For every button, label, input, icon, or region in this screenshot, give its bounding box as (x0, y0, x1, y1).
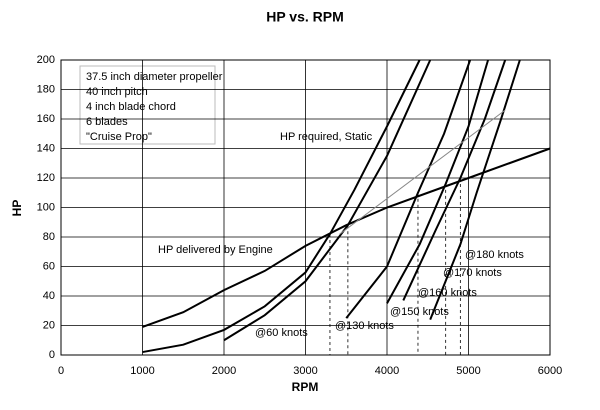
series-line (345, 59, 472, 319)
y-tick-label: 0 (49, 349, 55, 361)
x-tick-label: 1000 (130, 365, 154, 377)
x-axis-label: RPM (292, 380, 319, 394)
series-line (402, 59, 507, 301)
series-label: @60 knots (255, 327, 308, 339)
series-line (142, 59, 421, 354)
annotation-box (79, 65, 216, 145)
series-line (223, 59, 432, 342)
series-label: HP required, Static (280, 131, 373, 143)
x-tick-label: 6000 (538, 365, 562, 377)
y-tick-label: 120 (37, 172, 55, 184)
series-line (142, 147, 551, 328)
x-tick-label: 3000 (293, 365, 317, 377)
series-line (429, 59, 521, 320)
series-label: @170 knots (443, 267, 502, 279)
series-line (386, 59, 490, 304)
y-tick-label: 40 (43, 290, 55, 302)
y-tick-label: 60 (43, 260, 55, 272)
y-tick-label: 200 (37, 54, 55, 66)
annotation: 40 inch pitch (86, 86, 148, 98)
y-tick-label: 80 (43, 231, 55, 243)
y-tick-label: 100 (37, 201, 55, 213)
plot-frame (60, 59, 551, 356)
series-label: @130 knots (335, 320, 394, 332)
annotation: 6 blades (86, 116, 128, 128)
annotation: 4 inch blade chord (86, 101, 176, 113)
y-tick-label: 160 (37, 113, 55, 125)
series-label: @180 knots (465, 249, 524, 261)
annotation: "Cruise Prop" (86, 131, 152, 143)
chart-title: HP vs. RPM (266, 9, 344, 25)
series-line (339, 109, 506, 235)
x-tick-label: 0 (58, 365, 64, 377)
series-label: @160 knots (418, 287, 477, 299)
annotation: 37.5 inch diameter propeller (86, 71, 223, 83)
y-axis-label: HP (10, 200, 24, 217)
y-tick-label: 140 (37, 142, 55, 154)
x-tick-label: 2000 (212, 365, 236, 377)
y-tick-label: 180 (37, 83, 55, 95)
series-label: HP delivered by Engine (158, 244, 273, 256)
series-label: @150 knots (390, 306, 449, 318)
x-tick-label: 4000 (375, 365, 399, 377)
y-tick-label: 20 (43, 319, 55, 331)
x-tick-label: 5000 (456, 365, 480, 377)
